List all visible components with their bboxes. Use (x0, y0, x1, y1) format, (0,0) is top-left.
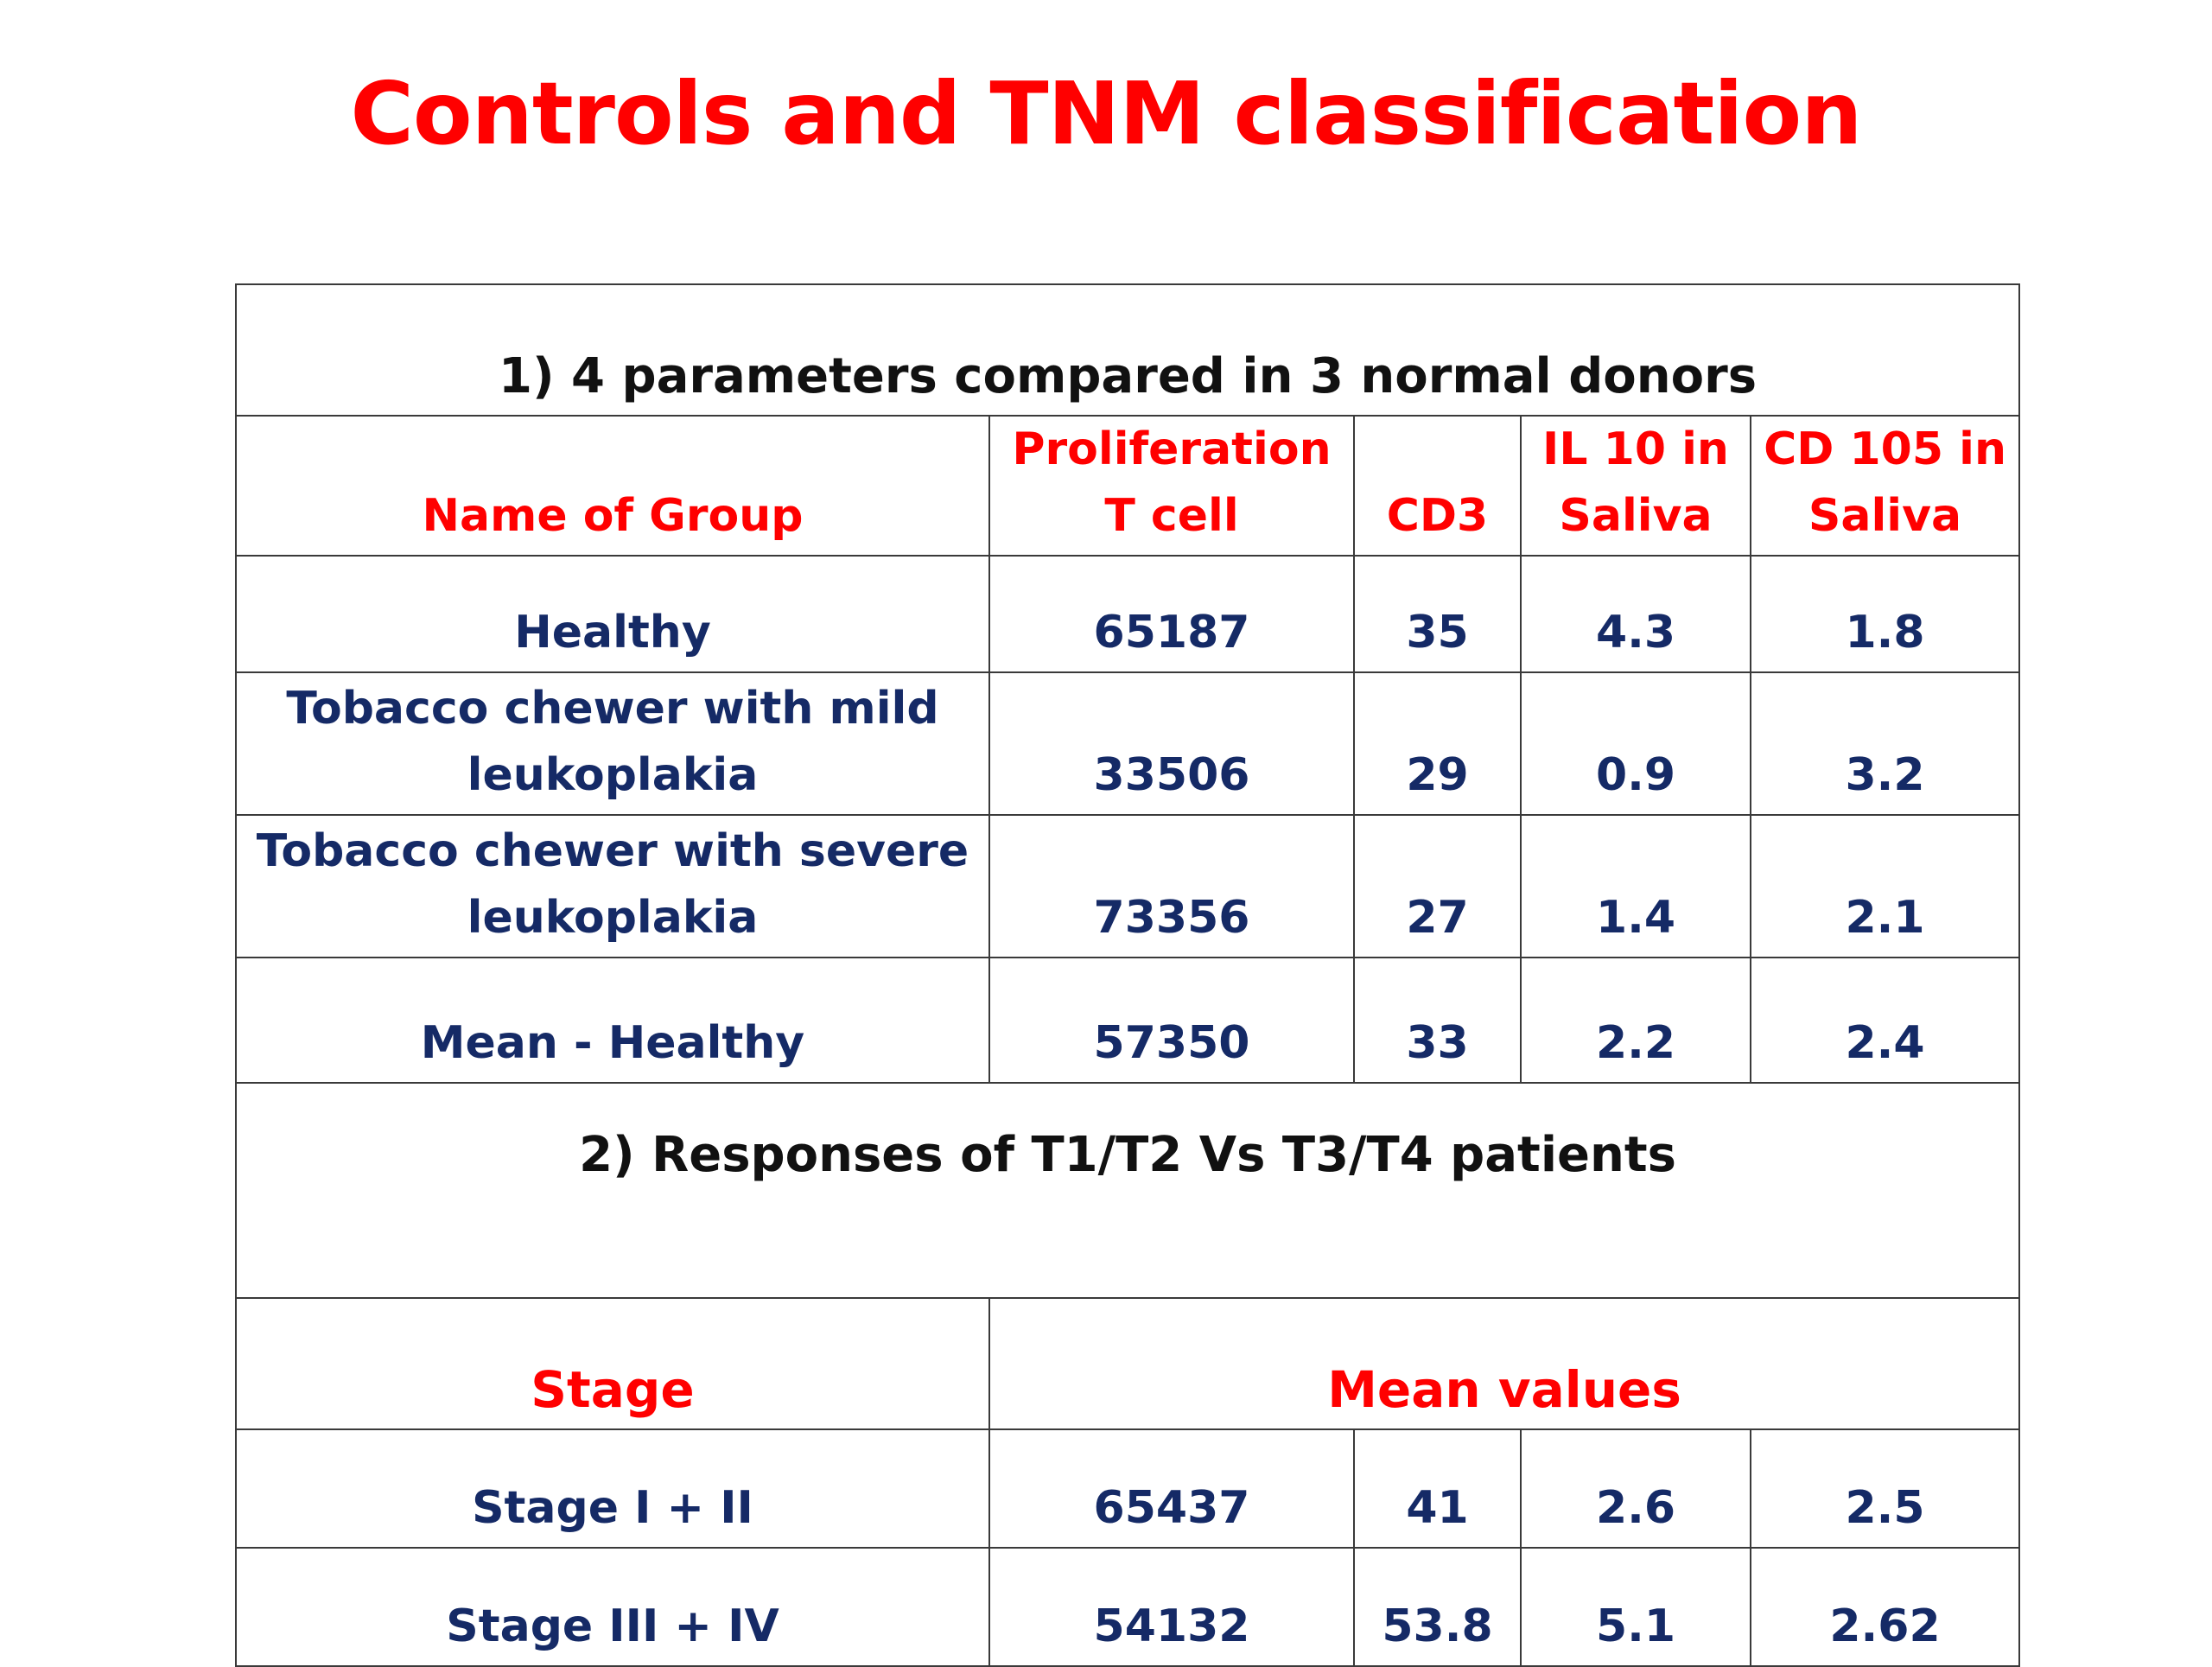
proliferation-value: 54132 (988, 1547, 1355, 1667)
header-mean-values: Mean values (988, 1297, 2021, 1430)
group-name: Tobacco chewer with severe leukoplakia (235, 814, 990, 958)
il10-value: 2.6 (1520, 1428, 1751, 1549)
il10-value: 2.2 (1520, 957, 1751, 1084)
stage-name: Stage I + II (235, 1428, 990, 1549)
il10-value: 0.9 (1520, 671, 1751, 816)
table-row: Stage I + II 65437 41 2.6 2.5 (235, 1428, 2021, 1549)
proliferation-value: 73356 (988, 814, 1355, 958)
cd105-value: 2.1 (1749, 814, 2021, 958)
header-il10: IL 10 in Saliva (1520, 415, 1751, 557)
header-cd105: CD 105 in Saliva (1749, 415, 2021, 557)
cd3-value: 53.8 (1353, 1547, 1522, 1667)
il10-value: 1.4 (1520, 814, 1751, 958)
group-name: Healthy (235, 555, 990, 673)
results-table: 1) 4 parameters compared in 3 normal don… (234, 283, 2021, 1667)
table-row: Tobacco chewer with mild leukoplakia 335… (235, 671, 2021, 816)
cd105-value: 2.5 (1749, 1428, 2021, 1549)
column-header-row: Name of Group Proliferation T cell CD3 I… (235, 415, 2021, 557)
il10-value: 5.1 (1520, 1547, 1751, 1667)
cd3-value: 33 (1353, 957, 1522, 1084)
cd3-value: 27 (1353, 814, 1522, 958)
table-row: Tobacco chewer with severe leukoplakia 7… (235, 814, 2021, 958)
header-name-of-group: Name of Group (235, 415, 990, 557)
section-2-heading-row: 2) Responses of T1/T2 Vs T3/T4 patients (234, 1082, 2021, 1299)
section-1-heading-row: 1) 4 parameters compared in 3 normal don… (234, 283, 2021, 417)
proliferation-value: 57350 (988, 957, 1355, 1084)
stage-name: Stage III + IV (235, 1547, 990, 1667)
cd105-value: 3.2 (1749, 671, 2021, 816)
section-2-heading: 2) Responses of T1/T2 Vs T3/T4 patients (234, 1082, 2021, 1299)
table-row: Mean - Healthy 57350 33 2.2 2.4 (235, 957, 2021, 1084)
slide-title: Controls and TNM classification (350, 63, 1863, 164)
group-name: Tobacco chewer with mild leukoplakia (235, 671, 990, 816)
cd3-value: 29 (1353, 671, 1522, 816)
cd105-value: 2.62 (1749, 1547, 2021, 1667)
header-cd3: CD3 (1353, 415, 1522, 557)
table-row: Healthy 65187 35 4.3 1.8 (235, 555, 2021, 673)
proliferation-value: 65187 (988, 555, 1355, 673)
cd3-value: 35 (1353, 555, 1522, 673)
section-1-heading: 1) 4 parameters compared in 3 normal don… (234, 283, 2021, 417)
group-name: Mean - Healthy (235, 957, 990, 1084)
proliferation-value: 65437 (988, 1428, 1355, 1549)
header-stage: Stage (235, 1297, 990, 1430)
proliferation-value: 33506 (988, 671, 1355, 816)
header-proliferation: Proliferation T cell (988, 415, 1355, 557)
stage-header-row: Stage Mean values (235, 1297, 2021, 1430)
cd3-value: 41 (1353, 1428, 1522, 1549)
table-row: Stage III + IV 54132 53.8 5.1 2.62 (235, 1547, 2021, 1667)
cd105-value: 1.8 (1749, 555, 2021, 673)
cd105-value: 2.4 (1749, 957, 2021, 1084)
il10-value: 4.3 (1520, 555, 1751, 673)
